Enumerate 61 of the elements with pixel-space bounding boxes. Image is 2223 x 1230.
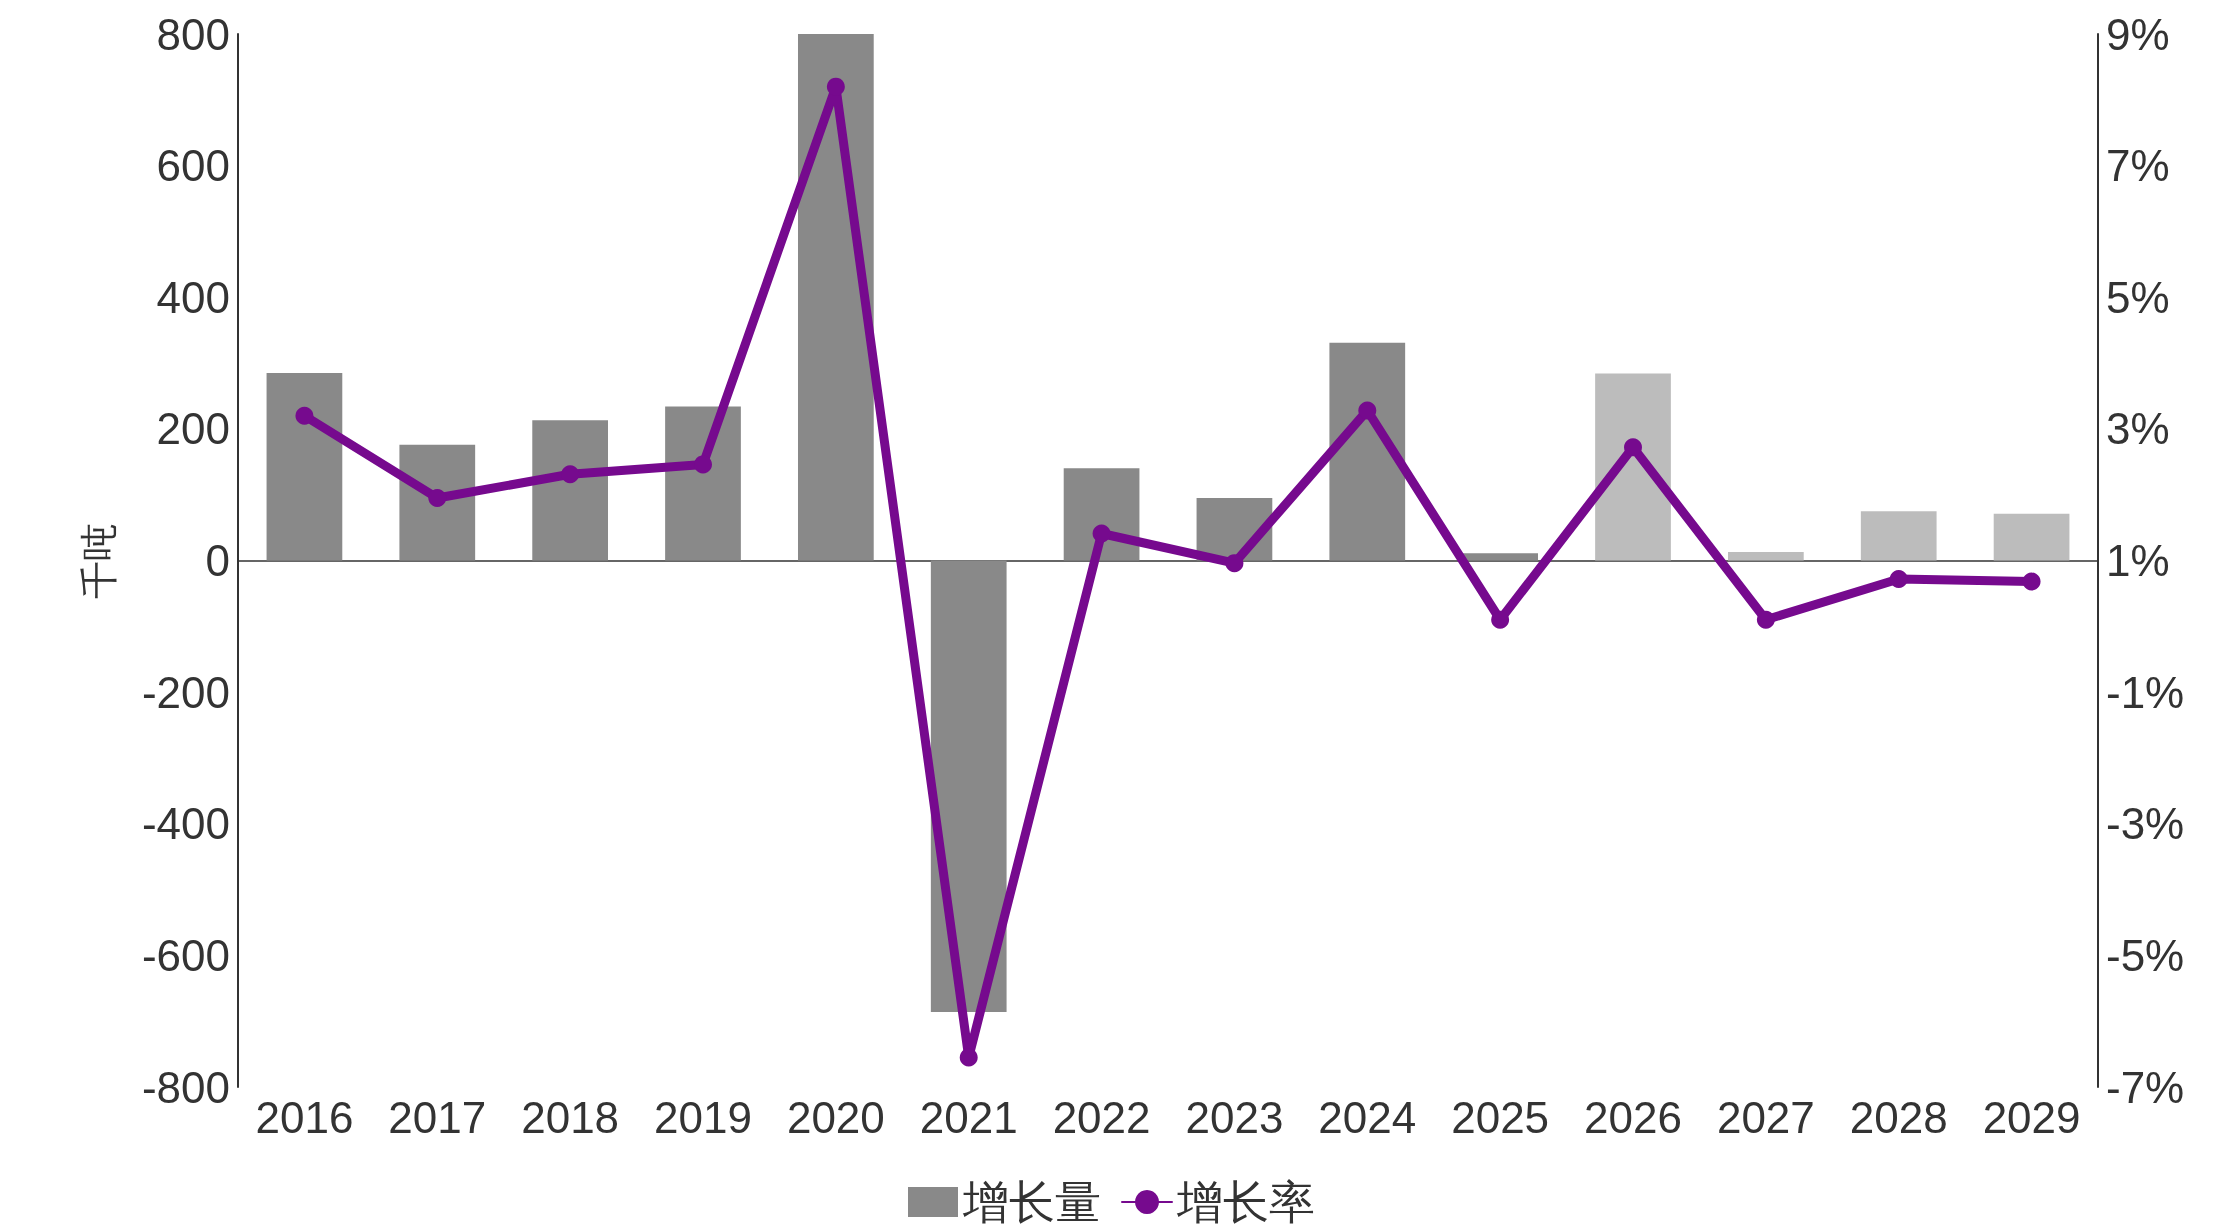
point (1624, 438, 1642, 457)
y-tick-label: 800 (156, 9, 230, 59)
point (1358, 401, 1377, 420)
y2-tick-label: -3% (2106, 799, 2185, 849)
bar (1329, 342, 1406, 561)
legend-label: 增长率 (1176, 1176, 1315, 1228)
bar (532, 420, 609, 561)
point (826, 77, 845, 96)
x-tick-label: 2018 (521, 1092, 620, 1142)
point (1491, 610, 1510, 629)
x-tick-label: 2023 (1185, 1092, 1284, 1142)
x-tick-label: 2016 (255, 1092, 354, 1142)
y-tick-label: 0 (205, 536, 230, 585)
y-tick-label: -400 (141, 799, 230, 849)
point (1889, 569, 1908, 588)
x-tick-label: 2028 (1849, 1092, 1948, 1142)
point (694, 455, 712, 474)
x-tick-label: 2021 (919, 1092, 1018, 1142)
x-tick-label: 2029 (1982, 1092, 2081, 1142)
y2-tick-label: 5% (2106, 272, 2170, 322)
bar (665, 406, 741, 561)
bar (1993, 513, 2070, 561)
point (1092, 524, 1111, 543)
bar (1860, 511, 1937, 561)
bar (930, 560, 1007, 1012)
x-tick-label: 2017 (388, 1092, 487, 1142)
bar (399, 444, 476, 561)
point (1756, 610, 1775, 629)
point (2022, 572, 2041, 591)
y-tick-label: 200 (156, 404, 230, 454)
y-tick-label: -200 (141, 667, 230, 717)
x-tick-label: 2024 (1318, 1092, 1417, 1142)
y2-tick-label: -5% (2106, 930, 2185, 980)
legend-label: 增长量 (962, 1176, 1101, 1228)
y-tick-label: 400 (156, 272, 230, 322)
x-tick-label: 2026 (1584, 1092, 1682, 1142)
point (959, 1048, 978, 1067)
x-tick-label: 2022 (1052, 1092, 1151, 1142)
y2-tick-label: 3% (2106, 404, 2170, 454)
bar (797, 34, 874, 561)
y-axis-title: 千吨 (78, 522, 120, 599)
x-tick-label: 2027 (1716, 1092, 1815, 1142)
x-tick-label: 2020 (786, 1092, 885, 1142)
point (1225, 554, 1244, 573)
x-tick-label: 2025 (1451, 1092, 1550, 1142)
x-tick-label: 2019 (654, 1092, 752, 1142)
y2-tick-label: 9% (2106, 9, 2170, 59)
bar (1727, 551, 1804, 561)
y2-tick-label: 7% (2106, 141, 2170, 191)
point (428, 488, 447, 507)
point (561, 465, 580, 484)
y-tick-label: -800 (141, 1062, 230, 1112)
bar (266, 372, 343, 561)
y2-tick-label: 1% (2106, 536, 2170, 585)
bar (1462, 553, 1539, 561)
y-tick-label: 600 (156, 141, 230, 191)
y2-tick-label: -1% (2106, 667, 2185, 717)
y-tick-label: -600 (141, 930, 230, 980)
point (295, 406, 314, 425)
bar (1595, 373, 1671, 561)
y2-tick-label: -7% (2106, 1062, 2185, 1112)
